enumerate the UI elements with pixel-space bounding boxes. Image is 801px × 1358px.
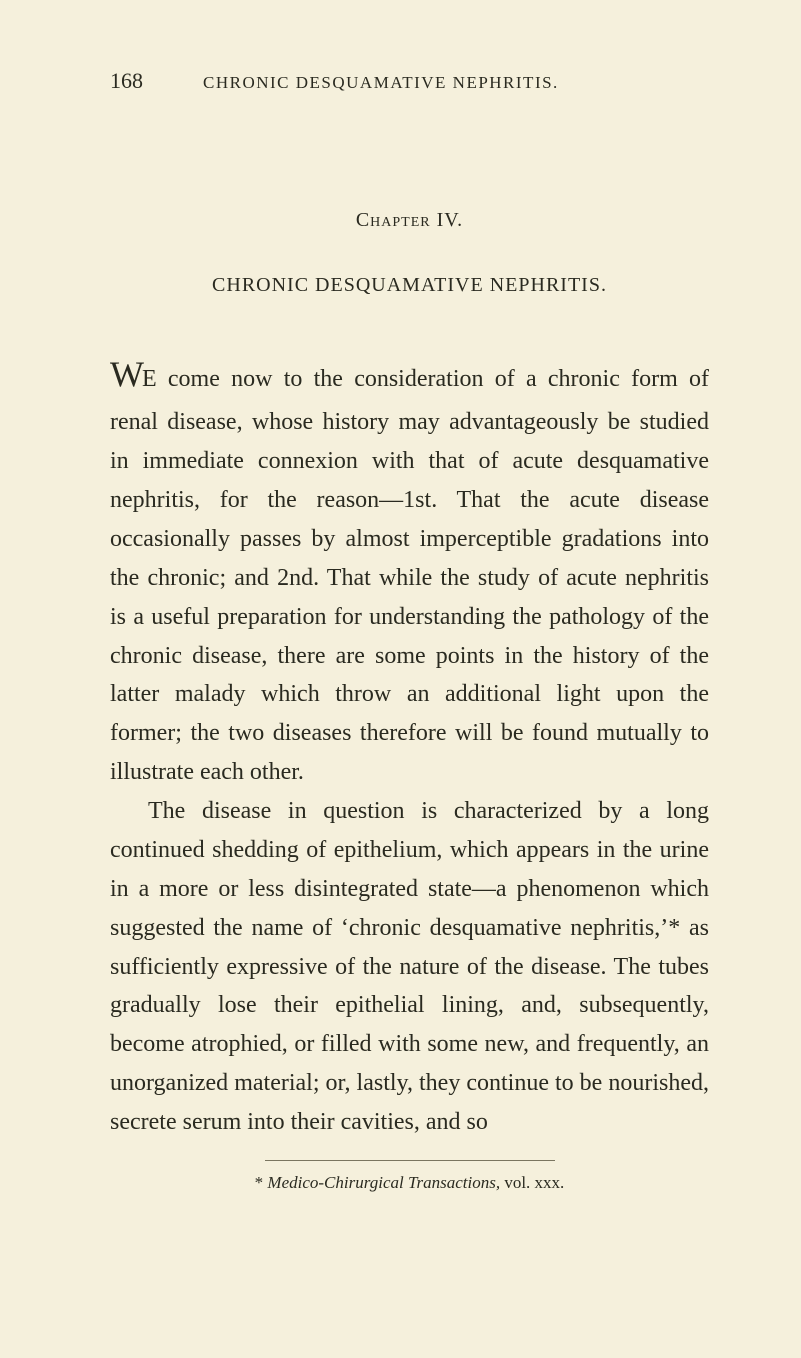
footnote-rest: vol. xxx. <box>500 1173 564 1192</box>
footnote-rule <box>265 1160 555 1161</box>
body-text: WE come now to the consideration of a ch… <box>110 345 709 1142</box>
paragraph-2: The disease in question is characterized… <box>110 792 709 1142</box>
para1-text: E come now to the consideration of a chr… <box>110 366 709 785</box>
chapter-title: CHRONIC DESQUAMATIVE NEPHRITIS. <box>110 274 709 297</box>
footnote-marker: * <box>255 1173 264 1192</box>
footnote-italic: Medico-Chirurgical Transactions, <box>267 1173 500 1192</box>
page-number: 168 <box>110 68 143 94</box>
dropcap: W <box>110 354 142 394</box>
page-header: 168 CHRONIC DESQUAMATIVE NEPHRITIS. <box>110 68 709 94</box>
paragraph-1: WE come now to the consideration of a ch… <box>110 345 709 792</box>
footnote: * Medico-Chirurgical Transactions, vol. … <box>110 1173 709 1193</box>
running-title: CHRONIC DESQUAMATIVE NEPHRITIS. <box>203 73 559 93</box>
chapter-heading: Chapter IV. <box>110 209 709 232</box>
